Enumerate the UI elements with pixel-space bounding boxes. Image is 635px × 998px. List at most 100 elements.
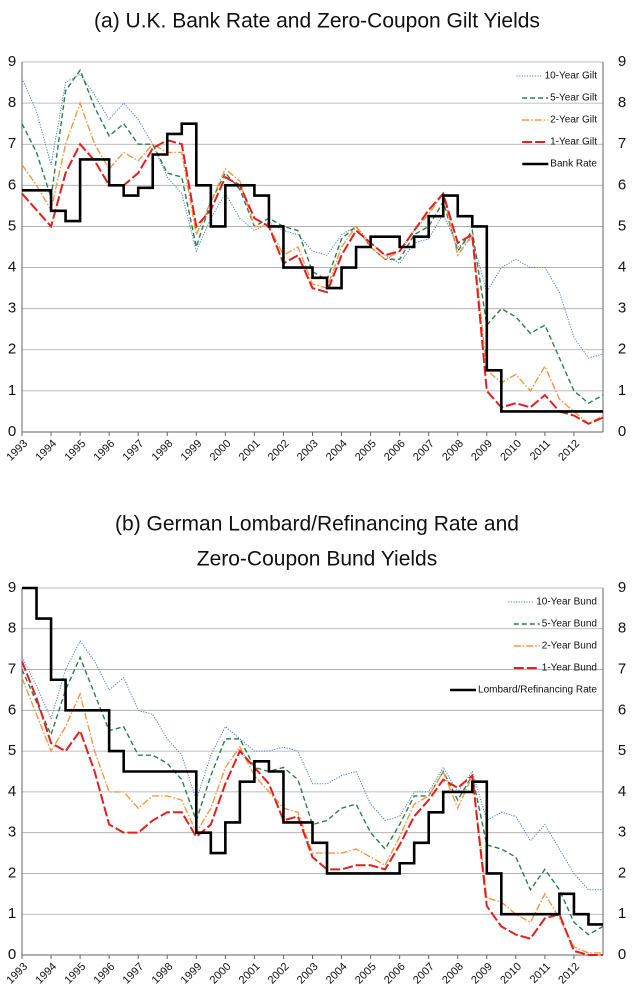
y-tick-label: 1: [8, 905, 16, 922]
y2-tick-label: 7: [618, 661, 626, 678]
x-tick-label: 2002: [266, 961, 292, 987]
x-tick-label: 1996: [92, 961, 118, 987]
x-tick-label: 1994: [33, 961, 59, 987]
y-tick-label: 0: [8, 946, 16, 963]
y-tick-label: 3: [8, 300, 16, 317]
x-tick-label: 2004: [324, 961, 350, 987]
y-tick-label: 2: [8, 864, 16, 881]
legend-label: 2-Year Bund: [542, 641, 597, 652]
legend-label: 5-Year Gilt: [550, 93, 597, 104]
y-tick-label: 9: [8, 53, 16, 70]
x-tick-label: 2003: [295, 438, 321, 464]
chart-title: (a) U.K. Bank Rate and Zero-Coupon Gilt …: [94, 10, 540, 33]
x-tick-label: 1998: [150, 961, 176, 987]
x-tick-label: 2007: [411, 961, 437, 987]
chart-title: (b) German Lombard/Refinancing Rate and: [115, 513, 519, 536]
y2-tick-label: 6: [618, 176, 626, 193]
x-tick-label: 2011: [528, 438, 553, 463]
x-tick-label: 1997: [121, 961, 147, 987]
series-line: [21, 661, 603, 956]
x-tick-label: 2009: [469, 438, 495, 464]
y-tick-label: 7: [8, 661, 16, 678]
y2-tick-label: 1: [618, 905, 626, 922]
series-line: [21, 640, 603, 891]
y2-tick-label: 2: [618, 341, 626, 358]
y2-tick-label: 9: [618, 579, 626, 596]
x-tick-label: 2004: [324, 438, 350, 464]
series-line: [21, 677, 603, 954]
chart-panel: (a) U.K. Bank Rate and Zero-Coupon Gilt …: [4, 10, 626, 464]
y2-tick-label: 7: [618, 135, 626, 152]
x-tick-label: 2005: [353, 961, 379, 987]
y2-tick-label: 0: [618, 946, 626, 963]
y2-tick-label: 4: [618, 783, 626, 800]
x-tick-label: 2011: [528, 961, 553, 986]
y-tick-label: 2: [8, 341, 16, 358]
x-tick-label: 2000: [208, 438, 234, 464]
legend-label: 2-Year Gilt: [550, 115, 597, 126]
y-tick-label: 5: [8, 217, 16, 234]
legend-label: 10-Year Gilt: [545, 71, 598, 82]
y-tick-label: 3: [8, 824, 16, 841]
series-line: [21, 73, 604, 359]
y2-tick-label: 8: [618, 94, 626, 111]
series-line: [21, 68, 604, 405]
x-tick-label: 2012: [556, 961, 582, 987]
x-tick-label: 1998: [150, 438, 176, 464]
y2-tick-label: 6: [618, 701, 626, 718]
y-tick-label: 1: [8, 382, 16, 399]
y-tick-label: 6: [8, 176, 16, 193]
y2-tick-label: 3: [618, 300, 626, 317]
y2-tick-label: 4: [618, 259, 626, 276]
y2-tick-label: 1: [618, 382, 626, 399]
x-tick-label: 1996: [92, 438, 118, 464]
chart-title: Zero-Coupon Bund Yields: [197, 548, 438, 571]
legend-label: 1-Year Bund: [542, 663, 597, 674]
y2-tick-label: 8: [618, 620, 626, 637]
y2-tick-label: 5: [618, 217, 626, 234]
legend-label: 10-Year Bund: [536, 597, 597, 608]
x-tick-label: 2001: [237, 438, 263, 464]
x-tick-label: 2003: [295, 961, 321, 987]
y-tick-label: 7: [8, 135, 16, 152]
series-line: [22, 122, 603, 413]
x-tick-label: 2010: [498, 438, 524, 464]
y-tick-label: 8: [8, 94, 16, 111]
legend-label: Lombard/Refinancing Rate: [478, 685, 597, 696]
x-tick-label: 2010: [498, 961, 524, 987]
x-tick-label: 1997: [121, 438, 147, 464]
x-tick-label: 2002: [266, 438, 292, 464]
legend-label: 1-Year Gilt: [550, 137, 597, 148]
y-tick-label: 5: [8, 742, 16, 759]
x-tick-label: 2005: [353, 438, 379, 464]
x-tick-label: 1994: [33, 438, 59, 464]
chart-panel: (b) German Lombard/Refinancing Rate and Z…: [4, 513, 626, 987]
x-tick-label: 2008: [440, 961, 466, 987]
y-tick-label: 0: [8, 423, 16, 440]
y2-tick-label: 0: [618, 423, 626, 440]
legend-label: 5-Year Bund: [542, 619, 597, 630]
x-tick-label: 2012: [556, 438, 582, 464]
x-tick-label: 1993: [4, 438, 30, 464]
x-tick-label: 1999: [179, 961, 205, 987]
x-tick-label: 2006: [382, 438, 408, 464]
series-line: [21, 655, 604, 936]
x-tick-label: 2007: [411, 438, 437, 464]
x-tick-label: 1995: [62, 961, 88, 987]
x-tick-label: 2006: [382, 961, 408, 987]
x-tick-label: 2001: [237, 961, 263, 987]
y-tick-label: 4: [8, 783, 16, 800]
x-tick-label: 1999: [179, 438, 205, 464]
x-tick-label: 2009: [469, 961, 495, 987]
y2-tick-label: 5: [618, 742, 626, 759]
y-tick-label: 8: [8, 620, 16, 637]
y2-tick-label: 2: [618, 864, 626, 881]
x-tick-label: 2000: [208, 961, 234, 987]
x-tick-label: 1995: [62, 438, 88, 464]
series-line: [22, 586, 603, 926]
y-tick-label: 9: [8, 579, 16, 596]
y-tick-label: 6: [8, 701, 16, 718]
legend-label: Bank Rate: [550, 159, 597, 170]
